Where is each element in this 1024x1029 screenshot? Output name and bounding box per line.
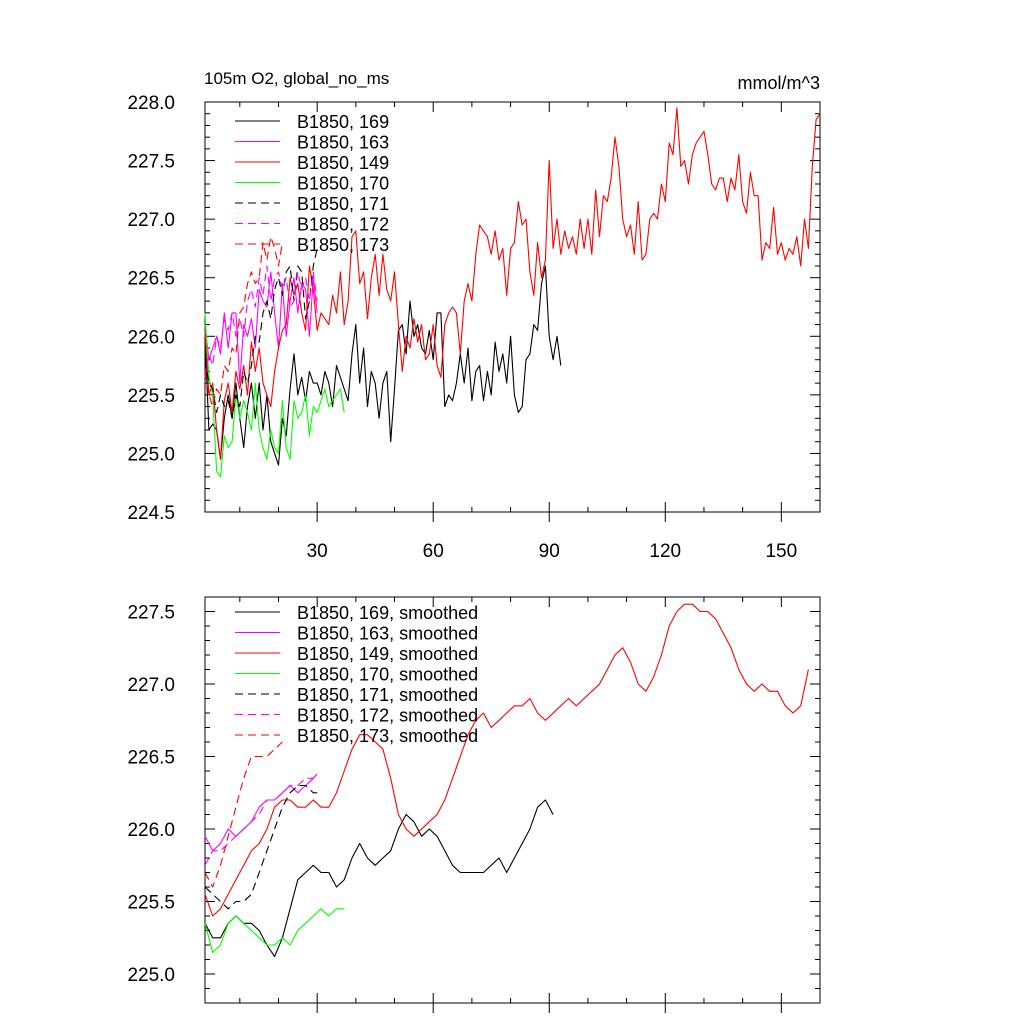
x-tick-label: 120 [649, 541, 681, 562]
legend-label: B1850, 171 [297, 194, 389, 214]
legend-label: B1850, 173 [297, 235, 389, 255]
legend-label: B1850, 169, smoothed [297, 603, 478, 623]
y-tick-label: 224.5 [127, 503, 175, 524]
series-line-3 [204, 312, 345, 478]
series-line-3 [204, 908, 345, 953]
series-line-0 [204, 265, 562, 466]
y-tick-label: 226.0 [127, 820, 175, 841]
legend-label: B1850, 149 [297, 153, 389, 173]
x-tick-label: 30 [307, 541, 328, 562]
y-tick-label: 227.0 [127, 675, 175, 696]
legend-label: B1850, 172 [297, 215, 389, 235]
y-tick-label: 226.5 [127, 269, 175, 290]
x-tick-label: 150 [765, 541, 797, 562]
y-axis-ticks [205, 101, 820, 513]
legend-label: B1850, 172, smoothed [297, 706, 478, 726]
y-tick-label: 228.0 [127, 93, 175, 114]
series-line-2 [204, 107, 821, 460]
series-line-6 [204, 741, 283, 888]
legend-label: B1850, 149, smoothed [297, 644, 478, 664]
y-axis-ticks [205, 596, 820, 1004]
x-axis-ticks [239, 102, 821, 522]
y-tick-label: 225.5 [127, 893, 175, 914]
legend-label: B1850, 171, smoothed [297, 685, 478, 705]
legend-label: B1850, 170, smoothed [297, 665, 478, 685]
y-tick-label: 226.0 [127, 327, 175, 348]
legend-label: B1850, 169 [297, 112, 389, 132]
legend-label: B1850, 170 [297, 174, 389, 194]
top-panel: 224.5 225.0 225.5 226.0 226.5 227.0 227.5 228.0… [127, 93, 821, 562]
legend-label: B1850, 163 [297, 133, 389, 153]
x-tick-label: 60 [423, 541, 444, 562]
series-line-1 [204, 773, 318, 852]
x-axis-ticks [239, 597, 821, 1013]
series-line-2 [204, 603, 809, 917]
y-tick-label: 226.5 [127, 748, 175, 769]
series-line-0 [204, 799, 554, 958]
units-label: mmol/m^3 [738, 73, 820, 93]
legend-label: B1850, 173, smoothed [297, 726, 478, 746]
y-tick-label: 227.0 [127, 210, 175, 231]
series-line-4 [204, 248, 318, 419]
bottom-panel: 225.0 225.5 226.0 226.5 227.0 227.5 B1850, 169… [127, 596, 821, 1013]
series-line-5 [204, 773, 318, 866]
x-tick-label: 90 [539, 541, 560, 562]
y-tick-label: 225.0 [127, 444, 175, 465]
plot-frame [204, 101, 821, 513]
series-line-5 [204, 265, 318, 378]
chart-title: 105m O2, global_no_ms [204, 69, 389, 88]
y-tick-label: 227.5 [127, 152, 175, 173]
y-tick-label: 227.5 [127, 603, 175, 624]
series-line-6 [204, 236, 283, 408]
series-line-4 [204, 784, 318, 910]
legend-label: B1850, 163, smoothed [297, 624, 478, 644]
y-tick-label: 225.0 [127, 965, 175, 986]
y-tick-label: 225.5 [127, 386, 175, 407]
